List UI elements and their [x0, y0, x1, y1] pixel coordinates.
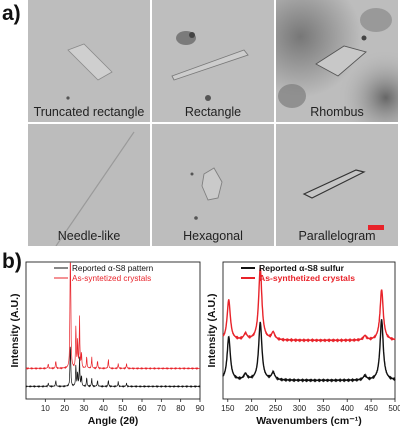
- x-tick-label: 30: [80, 404, 89, 413]
- legend-label-2: As-syntetized crystals: [72, 274, 151, 283]
- x-tick-label: 500: [388, 404, 400, 413]
- micrograph-rectangle: Rectangle: [152, 0, 274, 122]
- caption-parallelogram: Parallelogram: [298, 229, 376, 243]
- x-tick-label: 40: [99, 404, 108, 413]
- x-tick-label: 450: [364, 404, 378, 413]
- panel-b-label: b): [2, 250, 22, 273]
- micrograph-rhombus: Rhombus: [276, 0, 398, 122]
- scale-bar: [368, 225, 384, 230]
- x-tick-label: 200: [245, 404, 259, 413]
- x-tick-label: 70: [157, 404, 166, 413]
- caption-needle-like: Needle-like: [57, 229, 121, 243]
- micrograph-grid: Truncated rectangle Rectangle Rhombus: [28, 0, 399, 246]
- x-tick-label: 150: [221, 404, 235, 413]
- x-axis-label: Wavenumbers (cm⁻¹): [256, 415, 362, 427]
- micrograph-hexagonal: Hexagonal: [152, 124, 274, 246]
- x-tick-label: 80: [176, 404, 185, 413]
- caption-rectangle: Rectangle: [184, 105, 242, 119]
- crystal-parallelogram-image: [276, 124, 398, 246]
- y-axis-label: Intensity (A.U.): [206, 293, 218, 367]
- raman-chart: 150 200 250 300 350 400 450 500 Wavenumbers (cm⁻…: [206, 261, 400, 427]
- x-tick-label: 20: [60, 404, 69, 413]
- crystal-rectangle-image: [152, 0, 274, 122]
- caption-truncated-rectangle: Truncated rectangle: [33, 105, 145, 119]
- x-tick-label: 250: [269, 404, 283, 413]
- micrograph-truncated-rectangle: Truncated rectangle: [28, 0, 150, 122]
- series-line-1: [25, 346, 201, 389]
- x-tick-label: 400: [341, 404, 355, 413]
- x-tick-label: 350: [317, 404, 331, 413]
- x-tick-label: 300: [293, 404, 307, 413]
- x-tick-label: 10: [41, 404, 50, 413]
- plot-frame: [222, 261, 396, 400]
- series-line-2: [222, 265, 396, 343]
- legend-label-1: Reported α-S8 sulfur: [259, 263, 345, 273]
- crystal-hexagonal-image: [152, 124, 274, 246]
- xrd-chart: 10 20 30 40 50 60 70 80 90 Angle (2θ) Intensity (A…: [9, 261, 205, 427]
- x-axis-label: Angle (2θ): [88, 415, 139, 427]
- crystal-needle-like-image: [28, 124, 150, 246]
- crystal-rhombus-image: [276, 0, 398, 122]
- plot-frame: [25, 261, 201, 400]
- legend-label-2: As-synthetized crystals: [259, 273, 355, 283]
- panel-a-label: a): [2, 2, 21, 25]
- crystal-truncated-rectangle-image: [28, 0, 150, 122]
- series-line-1: [222, 319, 396, 383]
- x-tick-label: 60: [138, 404, 147, 413]
- y-axis-label: Intensity (A.U.): [9, 293, 21, 367]
- caption-rhombus: Rhombus: [310, 105, 364, 119]
- series-line-2: [25, 262, 201, 371]
- x-tick-label: 90: [196, 404, 205, 413]
- micrograph-parallelogram: Parallelogram: [276, 124, 398, 246]
- micrograph-needle-like: Needle-like: [28, 124, 150, 246]
- caption-hexagonal: Hexagonal: [183, 229, 243, 243]
- legend-label-1: Reported α-S8 pattern: [72, 264, 154, 273]
- x-tick-label: 50: [118, 404, 127, 413]
